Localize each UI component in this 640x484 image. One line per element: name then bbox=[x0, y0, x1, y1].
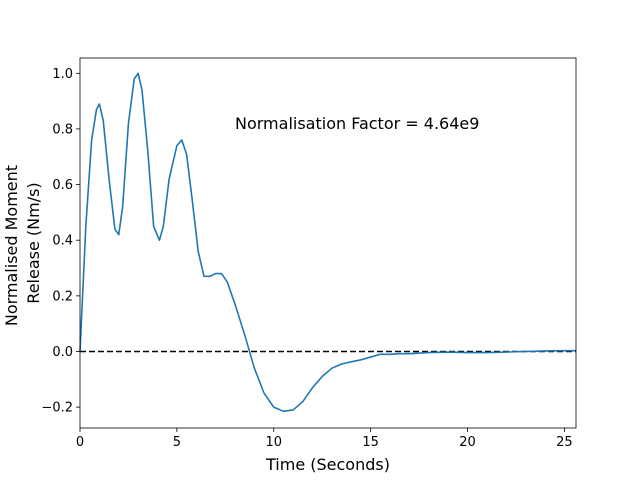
x-tick-label: 10 bbox=[265, 435, 282, 450]
x-tick-label: 5 bbox=[173, 435, 181, 450]
plot-area bbox=[80, 58, 576, 428]
y-tick-label: 0.2 bbox=[52, 289, 73, 304]
x-tick-label: 0 bbox=[76, 435, 84, 450]
x-tick-label: 20 bbox=[459, 435, 476, 450]
y-axis-ticks: −0.2 0.0 0.2 0.4 0.6 0.8 1.0 bbox=[41, 67, 80, 416]
y-tick-label: −0.2 bbox=[41, 401, 73, 416]
y-axis-label: Normalised Moment Release (Nm/s) bbox=[2, 160, 43, 326]
y-axis-label-line-2: Release (Nm/s) bbox=[24, 182, 43, 303]
annotation-normalisation-factor: Normalisation Factor = 4.64e9 bbox=[235, 114, 479, 133]
y-tick-label: 0.6 bbox=[52, 178, 73, 193]
x-tick-label: 15 bbox=[362, 435, 379, 450]
y-tick-label: 0.4 bbox=[52, 234, 73, 249]
y-tick-label: 0.8 bbox=[52, 122, 73, 137]
plot-frame bbox=[79, 57, 577, 429]
y-axis-label-line-1: Normalised Moment bbox=[2, 165, 21, 326]
x-axis-label: Time (Seconds) bbox=[265, 455, 390, 474]
x-tick-label: 25 bbox=[556, 435, 573, 450]
y-tick-label: 1.0 bbox=[52, 67, 73, 82]
y-tick-label: 0.0 bbox=[52, 345, 73, 360]
series-line bbox=[79, 72, 576, 413]
x-axis-ticks: 0 5 10 15 20 25 bbox=[76, 428, 573, 450]
